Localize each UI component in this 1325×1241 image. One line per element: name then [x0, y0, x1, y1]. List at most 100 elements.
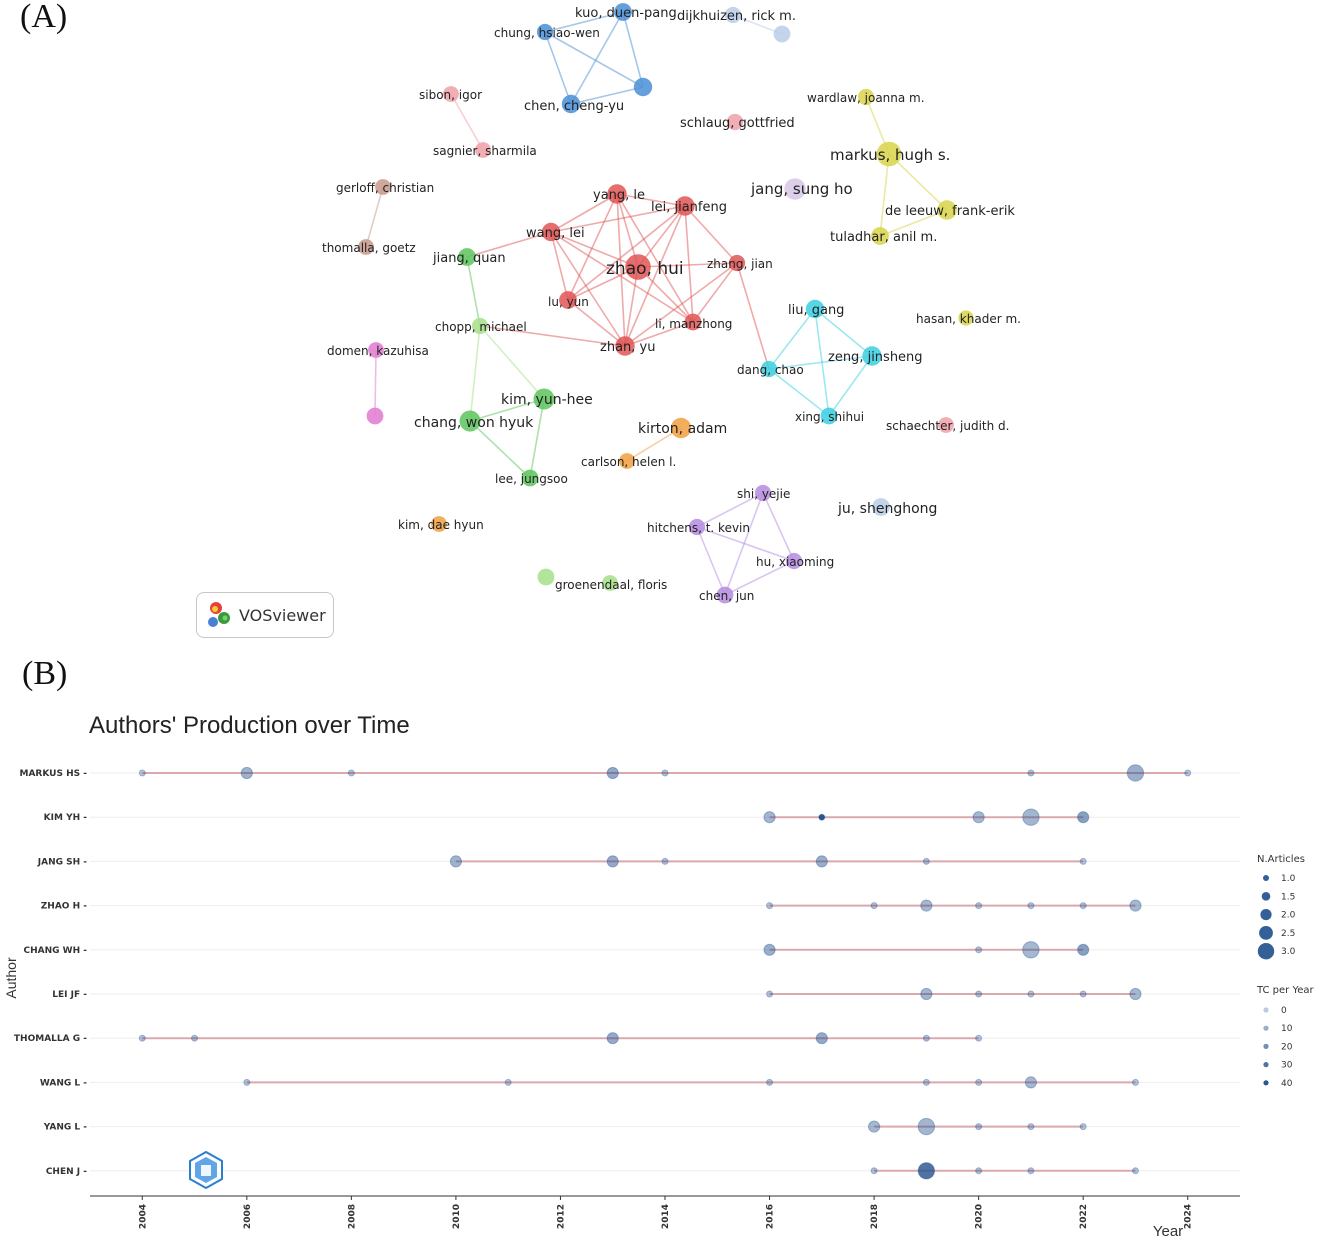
timeline-series [138, 764, 1192, 1180]
network-link [768, 355, 873, 370]
author-year-point [766, 902, 774, 910]
network-node-chunghw [536, 23, 554, 41]
author-year-point [1022, 808, 1040, 826]
network-link [814, 308, 873, 357]
network-node-tuladhar [871, 227, 889, 245]
network-node-limz [684, 313, 702, 331]
network-label-zhangjian: zhang, jian [707, 257, 773, 271]
legend-color-swatch [1263, 1080, 1269, 1086]
y-tick-label: CHEN J - [46, 1167, 87, 1177]
network-node-chopp [471, 317, 489, 335]
author-year-point [191, 1034, 199, 1042]
network-node-zhanyu [615, 336, 635, 356]
network-node-kuo [614, 3, 632, 21]
author-year-point [606, 1032, 619, 1045]
network-link [570, 86, 644, 105]
author-year-point [1131, 1078, 1139, 1086]
network-node-groen [602, 575, 618, 591]
network-node-hasan [958, 310, 974, 326]
x-tick-label: 2016 [766, 1204, 776, 1229]
author-year-point [240, 766, 253, 780]
panel-a-label: (A) [20, 0, 68, 35]
timeline-axes: MARKUS HS - KIM YH - JANG SH - ZHAO H - CHAN… [3, 769, 1240, 1240]
network-label-shiyj: shi, yejie [737, 487, 790, 501]
network-node-wanglei [541, 222, 561, 242]
x-tick-label: 2020 [975, 1204, 985, 1229]
network-link [768, 308, 816, 370]
network-node-wardlaw [857, 88, 875, 106]
author-year-point [870, 902, 878, 910]
author-year-point [1079, 902, 1087, 910]
network-link [888, 153, 948, 211]
network-link [550, 231, 639, 268]
y-tick-label: THOMALLA G - [14, 1034, 87, 1044]
network-link [624, 262, 738, 347]
network-node-hitchens [688, 518, 706, 536]
legend-color-label: 10 [1281, 1024, 1293, 1034]
vosviewer-icon [208, 602, 230, 627]
network-link [469, 325, 481, 422]
author-year-point [766, 990, 774, 998]
network-label-liugang: liu, gang [788, 303, 844, 318]
network-label-sagnier: sagnier, sharmila [433, 144, 537, 158]
author-year-point [922, 1078, 930, 1086]
vosviewer-logo: VOSviewer [196, 592, 334, 638]
network-label-carlson: carlson, helen l. [581, 455, 676, 469]
network-link [374, 349, 377, 417]
network-link [762, 492, 795, 562]
author-year-point [661, 857, 669, 865]
network-link [466, 231, 552, 258]
author-year-point [347, 769, 355, 777]
network-label-dijk: dijkhuizen, rick m. [677, 9, 796, 24]
network-link [567, 205, 686, 301]
network-label-luyun: lu, yun [548, 295, 589, 309]
network-node-leejs [521, 469, 539, 487]
author-year-point [1022, 941, 1040, 959]
network-label-chunghw: chung, hsiao-wen [494, 26, 600, 40]
network-label-zengjs: zeng, jinsheng [828, 350, 923, 365]
network-label-gerloff: gerloff, christian [336, 181, 434, 195]
author-year-point [1027, 1123, 1035, 1131]
x-tick-label: 2024 [1184, 1204, 1194, 1229]
network-link [550, 231, 569, 301]
legend-size-label: 3.0 [1281, 947, 1296, 957]
network-node-schlaug [726, 113, 744, 131]
network-link [616, 193, 694, 323]
author-year-point [917, 1162, 936, 1180]
network-label-leejs: lee, jungsoo [495, 472, 568, 486]
network-label-schaechter: schaechter, judith d. [886, 419, 1010, 433]
author-year-point [920, 987, 933, 1001]
author-year-point [138, 769, 146, 777]
network-label-wanglei: wang, lei [526, 226, 585, 241]
network-label-chency: chen, cheng-yu [524, 99, 624, 114]
network-node-luyun [559, 291, 577, 309]
network-node-sibon [443, 86, 459, 102]
network-node-domen [368, 342, 384, 358]
author-year-point [975, 1078, 983, 1086]
legend-color-swatch [1263, 1043, 1269, 1049]
y-tick-label: MARKUS HS - [20, 769, 88, 779]
network-node-changwh [459, 410, 481, 432]
network-node-huxm [785, 552, 803, 570]
author-year-point [1126, 764, 1145, 782]
network-link [637, 262, 738, 268]
author-year-point [818, 813, 826, 821]
x-axis-label: Year [1153, 1223, 1183, 1240]
legend-size-label: 2.5 [1281, 929, 1295, 939]
author-year-point [661, 769, 669, 777]
network-label-hitchens: hitchens, t. kevin [647, 521, 750, 535]
author-year-point [1129, 899, 1142, 912]
network-label-wardlaw: wardlaw, joanna m. [807, 91, 925, 105]
network-node-yangle [607, 184, 627, 204]
y-tick-label: JANG SH - [37, 857, 88, 867]
legend-color-swatch [1263, 1062, 1269, 1068]
network-link [479, 325, 545, 400]
y-tick-label: YANG L - [43, 1123, 88, 1133]
network-node-schaechter [938, 417, 954, 433]
network-label-kimyh: kim, yun-hee [501, 392, 593, 408]
network-node-jiangq [458, 248, 476, 266]
coauthor-network: zhao, hui yang, le lei, jianfeng wang, lei z… [322, 3, 1021, 604]
author-year-point [975, 1167, 983, 1175]
author-year-point [975, 902, 983, 910]
author-year-point [606, 855, 619, 868]
